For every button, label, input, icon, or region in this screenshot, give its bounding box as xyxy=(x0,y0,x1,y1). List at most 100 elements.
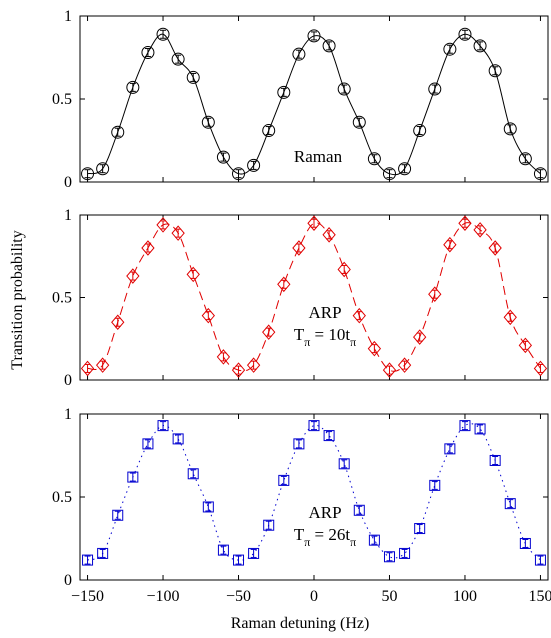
data-point xyxy=(473,222,487,238)
data-point xyxy=(503,309,517,326)
data-point xyxy=(127,471,139,483)
data-point xyxy=(201,115,215,129)
data-point xyxy=(201,307,215,324)
data-point xyxy=(337,82,351,96)
data-point xyxy=(156,27,170,41)
data-point xyxy=(337,261,351,278)
panel-annotation-formula: Tπ = 26tπ xyxy=(294,525,356,549)
data-point xyxy=(458,215,472,232)
data-point xyxy=(292,240,306,256)
data-point xyxy=(278,474,290,486)
data-point xyxy=(367,152,381,166)
data-point xyxy=(413,124,427,138)
data-point xyxy=(97,547,109,559)
y-tick-label: 0.5 xyxy=(52,91,72,108)
data-point xyxy=(518,337,533,354)
data-point xyxy=(293,438,305,450)
data-point xyxy=(126,268,140,284)
data-point xyxy=(518,152,532,166)
panels: 0 0.5 1 Raman 0 0.5 1 ARP Tπ = 10tπ 0 0.5 1 −150 −100… xyxy=(52,8,551,605)
data-point xyxy=(352,307,366,324)
y-tick-label: 1 xyxy=(64,207,72,224)
data-point xyxy=(172,433,184,445)
data-point xyxy=(428,286,442,302)
data-point xyxy=(186,266,200,283)
data-point xyxy=(80,360,95,377)
data-point xyxy=(534,554,546,566)
data-point xyxy=(246,357,261,373)
y-tick-label: 1 xyxy=(64,8,72,25)
data-point xyxy=(231,362,246,378)
data-point xyxy=(126,80,140,94)
data-point xyxy=(95,357,110,373)
panel-annotation: ARP xyxy=(308,303,341,322)
data-point xyxy=(248,547,260,559)
data-point xyxy=(352,115,366,129)
data-point xyxy=(202,501,214,513)
data-point xyxy=(308,420,320,432)
data-point xyxy=(533,360,548,377)
data-point xyxy=(111,125,125,139)
data-point xyxy=(263,519,275,531)
data-point xyxy=(262,124,276,138)
data-point xyxy=(216,150,230,164)
x-tick-label: −150 xyxy=(71,588,104,605)
panel-3: 0 0.5 1 −150 −100 −50 0 50 100 150 ARP Tπ = 26tπ xyxy=(52,406,551,605)
data-point xyxy=(186,70,200,84)
data-point xyxy=(443,42,457,56)
data-point xyxy=(277,85,291,99)
data-point xyxy=(292,47,306,61)
y-tick-label: 1 xyxy=(64,406,72,423)
data-point xyxy=(488,64,502,78)
data-point xyxy=(488,240,502,256)
data-point xyxy=(429,479,441,491)
x-tick-label: 100 xyxy=(453,588,477,605)
data-point xyxy=(217,544,229,556)
panel-1: 0 0.5 1 Raman xyxy=(52,8,549,191)
data-point xyxy=(187,468,199,480)
data-point xyxy=(413,329,427,345)
data-point xyxy=(307,29,321,43)
data-point xyxy=(353,504,365,516)
data-point xyxy=(322,39,336,53)
x-tick-label: −50 xyxy=(226,588,251,605)
data-point xyxy=(171,52,185,66)
data-point xyxy=(323,430,335,442)
data-point xyxy=(382,362,397,378)
data-point xyxy=(82,554,94,566)
data-point xyxy=(81,167,95,181)
data-point xyxy=(96,162,110,176)
data-point xyxy=(277,276,291,293)
data-point xyxy=(414,523,426,535)
panel-annotation-formula: Tπ = 10tπ xyxy=(294,325,356,349)
data-point xyxy=(247,158,261,172)
panel-frame xyxy=(79,214,549,381)
data-point xyxy=(383,551,395,563)
data-point xyxy=(459,420,471,432)
data-point xyxy=(489,454,501,466)
y-axis-label: Transition probability xyxy=(9,230,26,369)
data-point xyxy=(141,46,155,60)
data-point xyxy=(398,162,412,176)
data-point xyxy=(519,537,531,549)
data-point xyxy=(216,349,231,365)
data-point xyxy=(428,82,442,96)
panel-2: 0 0.5 1 ARP Tπ = 10tπ xyxy=(52,207,549,389)
data-point xyxy=(141,240,155,256)
data-point xyxy=(338,458,350,470)
data-point xyxy=(157,420,169,432)
data-point xyxy=(443,236,457,253)
data-point xyxy=(503,122,517,136)
data-point xyxy=(232,167,246,181)
data-point xyxy=(504,498,516,510)
data-point xyxy=(473,39,487,53)
data-point xyxy=(474,423,486,435)
data-point xyxy=(458,27,472,41)
x-tick-label: −100 xyxy=(147,588,180,605)
data-point xyxy=(367,340,382,357)
panel-annotation: ARP xyxy=(308,503,341,522)
y-tick-label: 0.5 xyxy=(52,290,72,307)
data-point xyxy=(307,215,321,232)
data-point xyxy=(233,554,245,566)
